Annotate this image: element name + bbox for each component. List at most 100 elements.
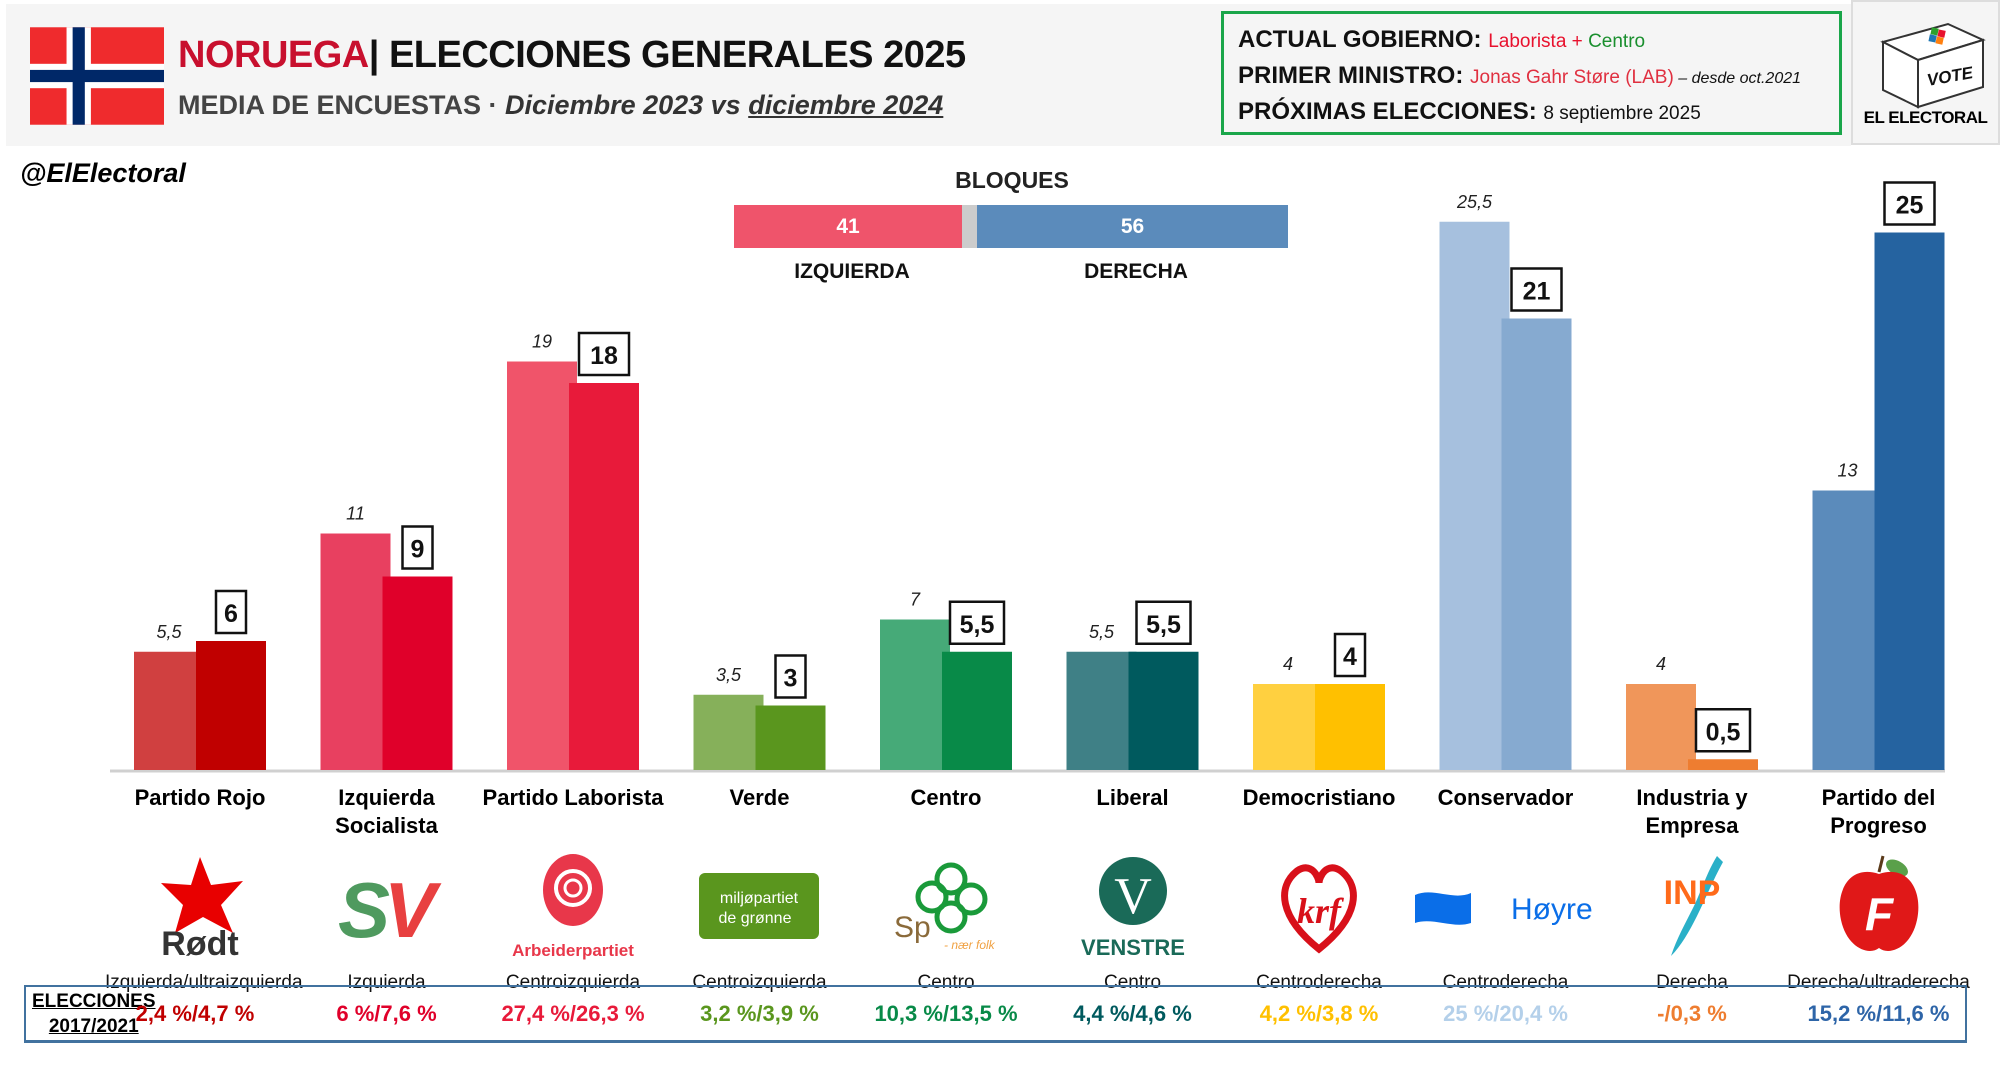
gov-label: ACTUAL GOBIERNO: — [1238, 26, 1482, 53]
label-box-industria-y-empresa-dec2024: 0,5 — [1694, 708, 1752, 753]
party-name: Centro — [910, 785, 982, 810]
subtitle-date-a: Diciembre 2023 vs — [505, 90, 749, 120]
bar-industria-y-empresa-dec2023 — [1626, 684, 1696, 770]
bloque-gap — [962, 205, 977, 248]
svg-text:V: V — [1114, 868, 1152, 925]
bar-partido-del-progreso-dec2023 — [1812, 490, 1883, 770]
party-ideology: Derecha — [1656, 972, 1728, 993]
ballot-box-icon: VOTE — [1880, 22, 1986, 109]
party-name: Verde — [729, 785, 790, 810]
svg-text:VENSTRE: VENSTRE — [1081, 935, 1185, 960]
bar-verde-dec2023 — [693, 694, 764, 770]
label-box-democristiano-dec2024: 4 — [1333, 632, 1367, 678]
result-democristiano: 4,2 %/3,8 % — [1259, 1001, 1379, 1026]
frp-apple-icon: F — [1784, 852, 1974, 962]
label-box-partido-rojo-dec2024: 6 — [214, 589, 248, 635]
label-democristiano-dec2023: 4 — [1283, 654, 1293, 674]
inp-norway-map-icon: INP — [1597, 852, 1787, 962]
party-column-democristiano: Democristiano krf Centroderecha — [1224, 784, 1414, 994]
label-industria-y-empresa-dec2023: 4 — [1656, 654, 1666, 674]
party-name: Conservador — [1437, 785, 1574, 810]
twitter-handle: @ElElectoral — [20, 158, 186, 188]
label-liberal-dec2024: 5,5 — [1146, 611, 1181, 639]
bar-liberal-dec2024 — [1128, 651, 1199, 770]
svg-text:Høyre: Høyre — [1511, 893, 1593, 926]
label-verde-dec2023: 3,5 — [716, 665, 742, 685]
svg-text:INP: INP — [1664, 874, 1721, 912]
label-liberal-dec2023: 5,5 — [1089, 622, 1115, 642]
hoyre-flag-icon: Høyre — [1411, 852, 1601, 962]
page-title: NORUEGA| ELECCIONES GENERALES 2025 — [178, 34, 966, 77]
result-partido-laborista: 27,4 %/26,3 % — [501, 1001, 645, 1026]
party-column-izquierda-socialista: Izquierda Socialista S V Izquierda — [292, 784, 482, 994]
party-ideology: Centroderecha — [1256, 972, 1382, 993]
result-partido-del-progreso: 15,2 %/11,6 % — [1807, 1001, 1950, 1026]
gov-row: ACTUAL GOBIERNO: Laborista + Centro — [1238, 22, 1825, 58]
svg-text:S: S — [338, 867, 390, 947]
bar-partido-rojo-dec2024 — [196, 641, 266, 770]
result-conservador: 25 %/20,4 % — [1443, 1001, 1568, 1026]
bar-conservador-dec2023 — [1439, 221, 1510, 770]
svg-text:V: V — [384, 867, 442, 947]
results-heading: ELECCIONES 2017/2021 — [32, 989, 156, 1039]
party-ideology: Derecha/ultraderecha — [1787, 972, 1970, 993]
label-democristiano-dec2024: 4 — [1343, 643, 1357, 671]
label-partido-laborista-dec2023: 19 — [532, 332, 552, 352]
mdg-logo-icon: miljøpartiet de grønne — [665, 852, 855, 962]
bar-democristiano-dec2023 — [1253, 684, 1323, 770]
bar-conservador-dec2024 — [1501, 318, 1572, 770]
party-column-conservador: Conservador Høyre Centroderecha — [1411, 784, 1601, 994]
label-centro-dec2023: 7 — [910, 590, 921, 610]
party-ideology: Centro — [1103, 972, 1162, 993]
pm-name: Jonas Gahr Støre (LAB) — [1470, 67, 1674, 88]
subtitle-date-b: diciembre 2024 — [748, 90, 944, 120]
label-box-partido-laborista-dec2024: 18 — [577, 331, 631, 377]
label-conservador-dec2024: 21 — [1523, 278, 1551, 306]
result-industria-y-empresa: -/0,3 % — [1657, 1001, 1727, 1026]
bloques-title: BLOQUES — [955, 167, 1069, 193]
party-name: Partido Rojo — [134, 785, 266, 810]
el-electoral-logo: VOTE EL ELECTORAL — [1851, 0, 2000, 145]
bar-democristiano-dec2024 — [1315, 684, 1385, 770]
subtitle-dot: · — [481, 90, 506, 120]
label-box-partido-del-progreso-dec2024: 25 — [1883, 181, 1936, 226]
svg-text:krf: krf — [1297, 891, 1344, 931]
rodt-star-icon: Rødt — [105, 852, 295, 962]
result-centro: 10,3 %/13,5 % — [874, 1001, 1018, 1026]
bar-partido-rojo-dec2023 — [134, 651, 204, 770]
label-industria-y-empresa-dec2024: 0,5 — [1706, 718, 1741, 746]
label-box-centro-dec2024: 5,5 — [948, 600, 1006, 645]
label-box-liberal-dec2024: 5,5 — [1135, 600, 1192, 645]
party-ideology: Izquierda — [347, 972, 426, 993]
label-box-izquierda-socialista-dec2024: 9 — [401, 525, 434, 570]
party-name: Democristiano — [1242, 785, 1396, 810]
result-verde: 3,2 %/3,9 % — [700, 1001, 819, 1026]
government-info-box: ACTUAL GOBIERNO: Laborista + Centro PRIM… — [1221, 11, 1842, 135]
title-country: NORUEGA — [178, 34, 369, 76]
party-column-verde: Verde miljøpartiet de grønne Centroizquierd… — [665, 784, 855, 994]
party-ideology: Izquierda/ultraizquierda — [105, 972, 303, 993]
bloque-derecha-label: DERECHA — [1084, 260, 1188, 283]
bar-verde-dec2024 — [755, 705, 826, 770]
subtitle-main: MEDIA DE ENCUESTAS — [178, 90, 482, 120]
party-column-industria-y-empresa: Industria y Empresa INP Derecha — [1597, 784, 1787, 994]
results-heading-line2: 2017/2021 — [48, 1016, 139, 1037]
pm-row: PRIMER MINISTRO: Jonas Gahr Støre (LAB) … — [1238, 58, 1825, 94]
label-partido-rojo-dec2023: 5,5 — [156, 622, 182, 642]
label-box-conservador-dec2024: 21 — [1510, 267, 1563, 312]
title-text: ELECCIONES GENERALES 2025 — [388, 34, 966, 76]
label-conservador-dec2023: 25,5 — [1456, 192, 1493, 212]
results-2017-2021-box: ELECCIONES 2017/2021 — [24, 985, 1967, 1043]
results-heading-line1: ELECCIONES — [32, 991, 156, 1012]
svg-text:F: F — [1864, 888, 1894, 940]
party-ideology: Centroderecha — [1442, 972, 1569, 993]
party-name: Partido Laborista — [482, 785, 664, 810]
label-partido-del-progreso-dec2024: 25 — [1896, 192, 1924, 220]
bar-partido-del-progreso-dec2024 — [1874, 232, 1945, 770]
clover-icon: Sp - nær folk — [851, 852, 1041, 962]
pm-label: PRIMER MINISTRO: — [1238, 62, 1464, 89]
party-column-partido-laborista: Partido Laborista Arbeiderpartiet Centroiz… — [478, 784, 668, 994]
brand-text: EL ELECTORAL — [1863, 108, 1988, 127]
party-ideology: Centroizquierda — [692, 972, 827, 993]
